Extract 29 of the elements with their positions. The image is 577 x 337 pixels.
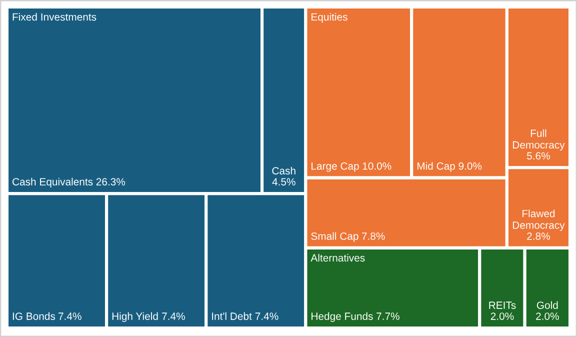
text: Fixed Investments bbox=[12, 13, 96, 21]
category-label: Gold bbox=[536, 301, 558, 309]
text: Equities bbox=[312, 13, 348, 23]
data-label: 2.8% bbox=[527, 232, 550, 240]
category-label: Hedge Funds bbox=[312, 312, 373, 322]
text: Alternatives bbox=[310, 254, 365, 262]
category-label: Small Cap bbox=[311, 232, 358, 242]
data-label: 7.4% bbox=[58, 312, 82, 320]
data-label: 4.5% bbox=[272, 178, 296, 186]
category-label: Full Democracy bbox=[512, 129, 565, 151]
data-label: 7.4% bbox=[162, 312, 185, 320]
data-label: 26.3% bbox=[96, 178, 126, 186]
category-label: Cash Equivalents bbox=[12, 178, 93, 188]
data-label: 7.4% bbox=[255, 312, 278, 320]
data-label: 5.6% bbox=[527, 152, 550, 160]
category-label: Mid Cap bbox=[417, 162, 455, 172]
category-label: High Yield bbox=[112, 312, 158, 322]
data-label: 9.0% bbox=[458, 162, 482, 170]
data-label: 10.0% bbox=[362, 162, 392, 170]
data-label: 2.0% bbox=[536, 312, 559, 320]
category-label: Flawed Democracy bbox=[512, 210, 565, 231]
category-label: Cash bbox=[272, 166, 296, 174]
category-label: REITs bbox=[489, 302, 516, 309]
category-label: Large Cap bbox=[312, 162, 359, 172]
data-label: 7.8% bbox=[362, 232, 385, 240]
data-label: 2.0% bbox=[490, 312, 514, 320]
category-label: Int'l Debt bbox=[212, 312, 252, 320]
data-label: 7.7% bbox=[376, 312, 400, 320]
category-label: IG Bonds bbox=[12, 312, 56, 320]
